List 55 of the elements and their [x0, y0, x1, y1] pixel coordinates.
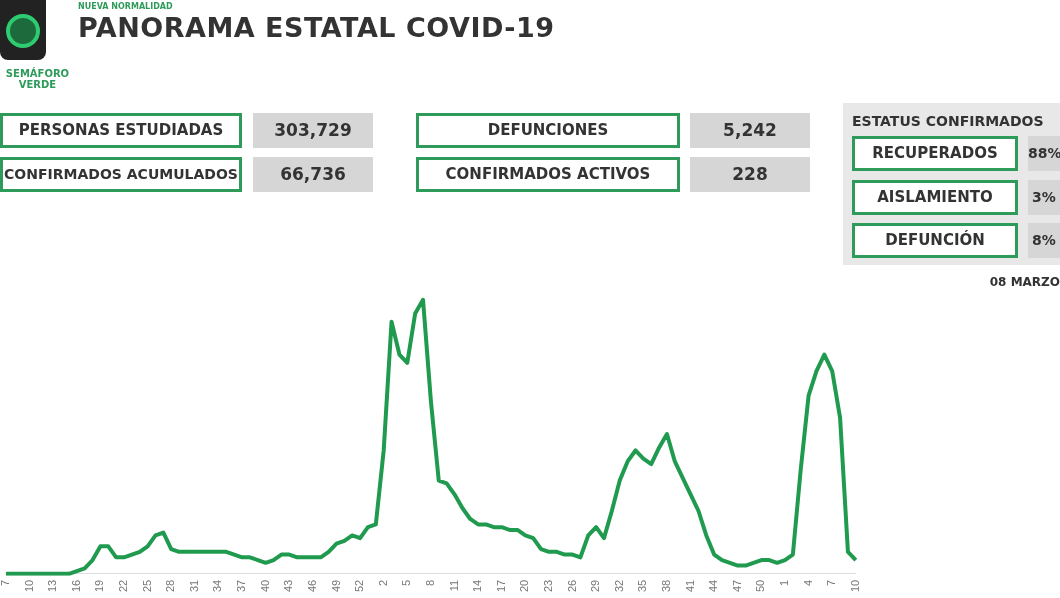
x-tick-label: 14: [471, 579, 484, 593]
text: 3%: [1028, 180, 1060, 215]
x-tick-label: 41: [683, 579, 696, 593]
x-tick-label: 22: [117, 579, 130, 593]
x-tick-label: 7: [0, 579, 12, 586]
text: 66,736: [253, 157, 373, 192]
text: 228: [690, 157, 810, 192]
x-tick-label: 46: [305, 579, 318, 593]
text: AISLAMIENTO: [852, 180, 1018, 215]
x-tick-label: 20: [518, 579, 531, 593]
text: CONFIRMADOS ACUMULADOS: [0, 157, 242, 192]
text: RECUPERADOS: [852, 136, 1018, 171]
text: ESTATUS CONFIRMADOS: [852, 112, 1045, 131]
x-tick-label: 7: [825, 579, 838, 586]
x-tick-label: 28: [164, 579, 177, 593]
x-tick-label: 4: [801, 579, 814, 586]
x-tick-label: 17: [494, 579, 507, 593]
x-tick-label: 5: [400, 579, 413, 586]
x-tick-label: 2: [376, 579, 389, 586]
text: PERSONAS ESTUDIADAS: [0, 113, 242, 148]
text: 5,242: [690, 113, 810, 148]
x-tick-label: 38: [659, 579, 672, 593]
x-tick-label: 10: [848, 579, 861, 593]
x-tick-label: 13: [46, 579, 59, 593]
text: DEFUNCIÓN: [852, 223, 1018, 258]
x-tick-label: 23: [541, 579, 554, 593]
x-tick-label: 32: [612, 579, 625, 593]
x-tick-label: 50: [754, 579, 767, 593]
x-tick-label: 11: [447, 579, 460, 592]
x-tick-label: 31: [187, 579, 200, 593]
x-tick-label: 19: [93, 579, 106, 593]
x-tick-label: 34: [211, 579, 224, 593]
x-tick-label: 16: [69, 579, 82, 593]
x-tick-label: 1: [778, 579, 791, 586]
text: 08 MARZO: [988, 275, 1060, 291]
x-tick-label: 40: [258, 579, 271, 593]
text: DEFUNCIONES: [416, 113, 680, 148]
x-tick-label: 44: [707, 579, 720, 593]
x-tick-label: 49: [329, 579, 342, 593]
x-tick-label: 52: [353, 579, 366, 593]
text: 303,729: [253, 113, 373, 148]
text: 8%: [1028, 223, 1060, 258]
text: SEMÁFORO VERDE: [4, 68, 71, 92]
x-tick-label: 8: [423, 579, 436, 586]
x-tick-label: 35: [636, 579, 649, 593]
text: CONFIRMADOS ACTIVOS: [416, 157, 680, 192]
text: PANORAMA ESTATAL COVID-19: [78, 12, 555, 43]
text: NUEVA NORMALIDAD: [78, 1, 174, 12]
x-tick-label: 29: [589, 579, 602, 593]
x-tick-label: 47: [730, 579, 743, 593]
x-tick-label: 10: [22, 579, 35, 593]
x-tick-label: 43: [282, 579, 295, 593]
x-tick-label: 25: [140, 579, 153, 593]
x-tick-label: 26: [565, 579, 578, 593]
x-tick-label: 37: [235, 579, 248, 593]
